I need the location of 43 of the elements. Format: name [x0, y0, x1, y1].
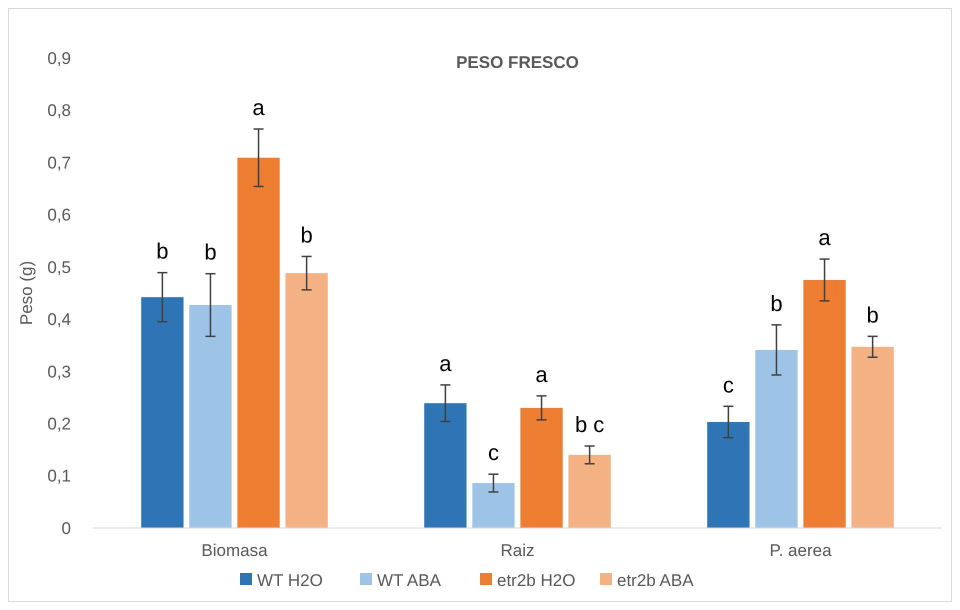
- bar: [568, 454, 611, 528]
- data-label: b: [204, 240, 217, 265]
- x-tick-label: P. aerea: [769, 541, 832, 560]
- y-axis-title: Peso (g): [17, 260, 36, 326]
- data-label: b: [156, 238, 168, 264]
- bar: [141, 297, 184, 528]
- y-tick-label: 0: [62, 518, 71, 538]
- data-label: c: [722, 372, 734, 398]
- data-label: b: [770, 290, 783, 316]
- legend-label: etr2b H2O: [497, 570, 576, 590]
- bar: [472, 483, 515, 528]
- data-label: a: [439, 350, 452, 376]
- y-tick-label: 0,3: [47, 362, 71, 382]
- bar: [520, 408, 563, 528]
- x-tick-label: Biomasa: [201, 541, 268, 560]
- bar: [803, 280, 846, 528]
- data-label: c: [488, 440, 499, 466]
- bar: [189, 305, 232, 528]
- data-label: a: [818, 225, 832, 250]
- chart-title: PESO FRESCO: [456, 53, 579, 72]
- y-tick-label: 0,5: [47, 258, 71, 277]
- y-tick-label: 0,2: [47, 414, 71, 434]
- data-label: b: [300, 222, 313, 248]
- y-tick-label: 0,4: [47, 310, 71, 330]
- bar: [851, 346, 894, 528]
- y-tick-label: 0,6: [47, 206, 71, 225]
- legend-label: WT H2O: [257, 570, 323, 590]
- data-label: a: [535, 362, 548, 387]
- data-label: b c: [574, 412, 604, 438]
- legend-label: etr2b ABA: [617, 570, 694, 590]
- bar: [755, 350, 798, 528]
- y-tick-label: 0,1: [47, 466, 71, 486]
- bar: [237, 158, 280, 528]
- y-tick-label: 0,8: [47, 101, 71, 120]
- x-tick-label: Raiz: [500, 541, 535, 560]
- legend-label: WT ABA: [377, 570, 442, 590]
- data-label: a: [252, 95, 266, 120]
- bar: [424, 403, 467, 528]
- bar: [707, 422, 750, 528]
- bar: [285, 273, 328, 528]
- y-tick-label: 0,9: [47, 48, 71, 68]
- y-tick-label: 0,7: [47, 153, 71, 172]
- data-label: b: [866, 302, 879, 328]
